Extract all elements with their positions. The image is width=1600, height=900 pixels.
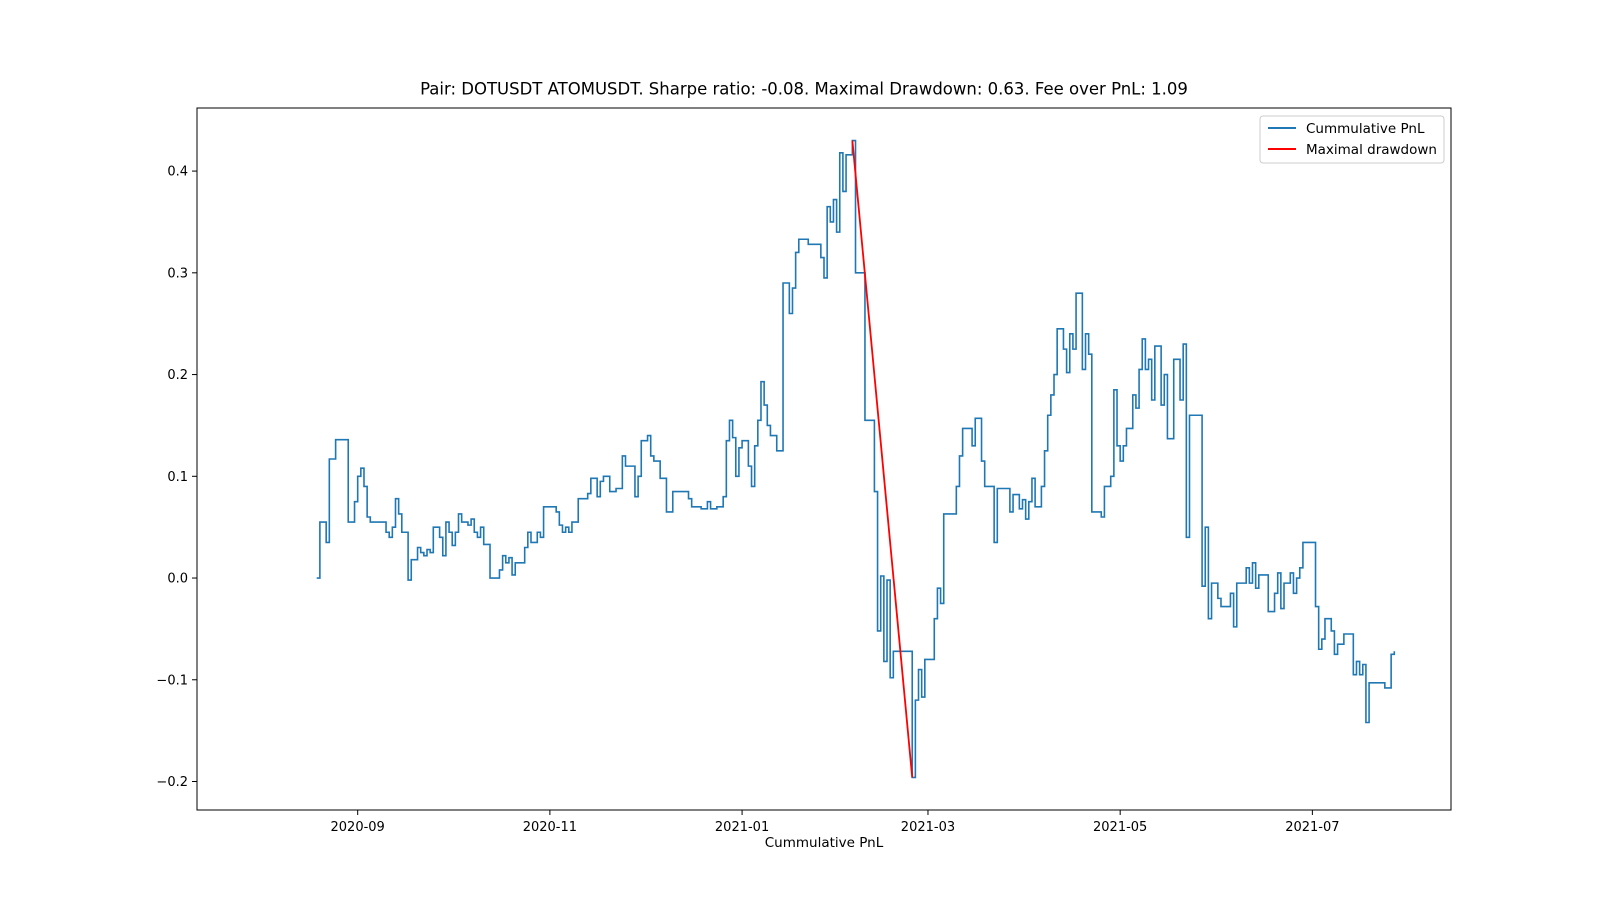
y-tick-label: 0.4 xyxy=(167,165,188,180)
x-tick-label: 2020-11 xyxy=(523,820,577,835)
y-tick-label: −0.2 xyxy=(156,775,188,790)
series-line-maximal-drawdown xyxy=(851,140,914,778)
legend: Cummulative PnL Maximal drawdown xyxy=(1259,115,1445,164)
y-tick-label: −0.1 xyxy=(156,673,188,688)
x-tick-label: 2021-07 xyxy=(1285,820,1339,835)
series-layer xyxy=(316,139,1396,779)
legend-label-cumulative-pnl: Cummulative PnL xyxy=(1306,121,1425,137)
plot-area-frame xyxy=(196,107,1452,811)
x-tick-label: 2021-03 xyxy=(901,820,955,835)
y-tick-label: 0.1 xyxy=(167,470,188,485)
y-tick-label: 0.0 xyxy=(167,572,188,587)
y-tick-label: 0.2 xyxy=(167,368,188,383)
legend-label-maximal-drawdown: Maximal drawdown xyxy=(1306,142,1437,158)
y-tick-label: 0.3 xyxy=(167,266,188,281)
x-tick-label: 2021-05 xyxy=(1093,820,1147,835)
x-tick-label: 2020-09 xyxy=(331,820,385,835)
x-tick-label: 2021-01 xyxy=(715,820,769,835)
series-line-cumulative-pnl xyxy=(316,139,1396,779)
x-axis: 2020-09 2020-11 2021-01 2021-03 2021-05 2021-… xyxy=(331,810,1340,835)
y-axis: −0.2 −0.1 0.0 0.1 0.2 0.3 0.4 xyxy=(156,165,197,790)
legend-box xyxy=(1259,115,1445,164)
chart-title: Pair: DOTUSDT ATOMUSDT. Sharpe ratio: -0… xyxy=(420,80,1188,99)
x-axis-label: Cummulative PnL xyxy=(765,835,884,851)
